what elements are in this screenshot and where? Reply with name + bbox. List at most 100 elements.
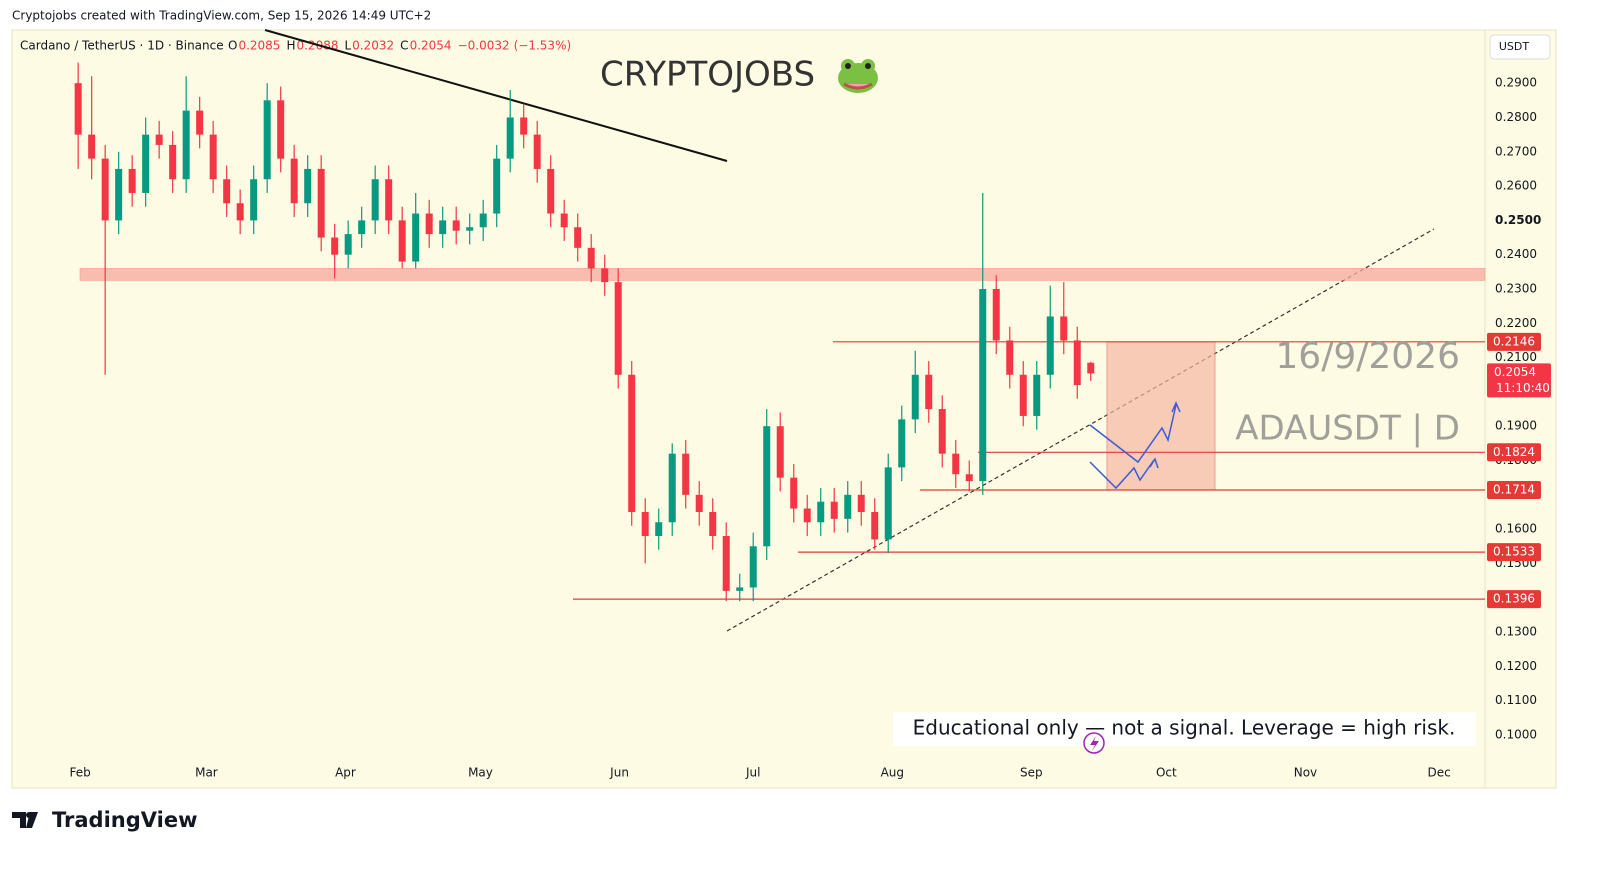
candle-body: [101, 158, 109, 221]
pair-annotation: ADAUSDT | D: [1235, 409, 1460, 449]
legend-prefix: O: [228, 39, 237, 53]
candle-body: [560, 213, 568, 228]
candle-body: [317, 168, 325, 238]
candle-body: [1006, 340, 1014, 375]
current-price-bg: [1487, 363, 1551, 398]
countdown: 11:10:40: [1496, 381, 1550, 395]
candle-body: [533, 134, 541, 169]
x-tick-label: Mar: [195, 766, 218, 780]
credit: Cryptojobs created with TradingView.com,…: [12, 9, 431, 23]
level-label-bg: [1487, 481, 1541, 500]
level-label-bg: [1487, 443, 1541, 462]
candle-body: [749, 546, 757, 588]
candle-body: [398, 220, 406, 262]
level-label-bg: [1487, 332, 1541, 351]
symbol: Cardano / TetherUS · 1D · Binance: [20, 39, 224, 53]
y-tick-label: 0.2500: [1495, 213, 1541, 227]
x-tick-label: Sep: [1020, 766, 1043, 780]
downtrend-line: [264, 29, 728, 162]
legend-value: 0.2085: [238, 39, 280, 53]
candle-body: [128, 168, 136, 193]
candle-body: [74, 83, 82, 135]
level-label: 0.1396: [1493, 592, 1535, 606]
candle-body: [358, 220, 366, 235]
candle-body: [871, 511, 879, 540]
level-label-bg: [1487, 590, 1541, 609]
candle-body: [979, 288, 987, 482]
candle-body: [803, 508, 811, 523]
candle-body: [115, 168, 123, 221]
chart-title: CRYPTOJOBS: [600, 55, 815, 95]
frog-icon: [838, 59, 878, 93]
candle-body: [965, 474, 973, 482]
current-price: 0.2054: [1494, 365, 1536, 379]
legend-value: 0.2054: [410, 39, 452, 53]
level-label: 0.1714: [1493, 483, 1535, 497]
legend-change: −0.0032: [458, 39, 510, 53]
candle-body: [695, 494, 703, 512]
candle-body: [898, 419, 906, 468]
currency: USDT: [1499, 40, 1530, 53]
candle-body: [1033, 374, 1041, 416]
level-label: 0.1824: [1493, 445, 1535, 459]
disclaimer-box: [893, 712, 1476, 746]
arrow-head: [1171, 401, 1181, 413]
legend: Cardano / TetherUS · 1D · Binance O 0.208…: [20, 39, 571, 53]
level-label: 0.1533: [1493, 545, 1535, 559]
y-tick-label: 0.1200: [1495, 659, 1537, 673]
y-tick-label: 0.2800: [1495, 110, 1537, 124]
scenario-arrow: [1089, 459, 1155, 490]
candle-body: [763, 426, 771, 547]
candle-body: [344, 234, 352, 255]
x-tick-label: Feb: [70, 766, 91, 780]
x-tick-label: Jul: [745, 766, 760, 780]
candle-body: [506, 117, 514, 159]
currency-button[interactable]: [1489, 34, 1551, 60]
candle-body: [520, 117, 528, 135]
candle-body: [250, 179, 258, 221]
legend-prefix: C: [400, 39, 408, 53]
candle-body: [655, 522, 663, 536]
candle-body: [466, 227, 474, 231]
y-tick-label: 0.1900: [1495, 419, 1537, 433]
candle-body: [736, 587, 744, 591]
x-tick-label: Jun: [609, 766, 629, 780]
candle-body: [88, 134, 96, 159]
scenario-arrow: [1089, 404, 1177, 464]
candle-body: [425, 213, 433, 235]
y-tick-label: 0.2100: [1495, 350, 1537, 364]
candle-body: [682, 453, 690, 495]
candle-body: [412, 213, 420, 262]
candle-body: [628, 374, 636, 512]
candle-body: [385, 179, 393, 221]
candle-body: [1019, 374, 1027, 416]
candle-body: [992, 288, 1000, 341]
candle-body: [331, 237, 339, 255]
level-label: 0.2146: [1493, 334, 1535, 348]
x-tick-label: Aug: [881, 766, 904, 780]
candle-body: [911, 374, 919, 420]
uptrend-line: [726, 228, 1435, 632]
candle-body: [304, 168, 312, 204]
candle-body: [1060, 316, 1068, 341]
lightning: [1090, 736, 1099, 751]
candle-body: [790, 477, 798, 509]
legend-change-pct: (−1.53%): [514, 39, 572, 53]
y-tick-label: 0.2400: [1495, 247, 1537, 261]
candle-body: [479, 213, 487, 228]
candle-body: [371, 179, 379, 221]
candle-body: [952, 453, 960, 475]
candle-body: [601, 268, 609, 283]
y-tick-label: 0.1300: [1495, 625, 1537, 639]
candle-body: [830, 501, 838, 519]
legend-prefix: L: [344, 39, 351, 53]
arrow-head: [1149, 457, 1159, 469]
candle-body: [884, 467, 892, 540]
resistance-zone: [79, 268, 1486, 281]
candle-body: [857, 494, 865, 512]
candle-body: [142, 134, 150, 193]
candle-body: [587, 247, 595, 269]
candle-body: [439, 220, 447, 235]
y-tick-label: 0.2700: [1495, 144, 1537, 158]
